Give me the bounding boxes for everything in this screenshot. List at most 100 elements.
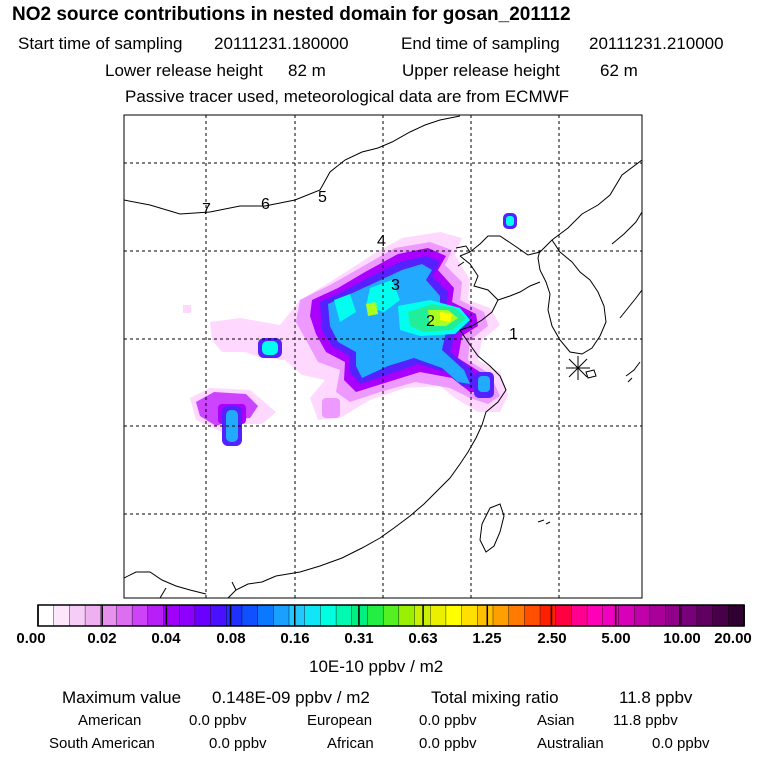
colorbar: [37, 604, 745, 627]
region-asian-label: Asian: [537, 712, 575, 729]
colorbar-swatch: [492, 604, 510, 627]
colorbar-label-6: 0.63: [408, 630, 438, 647]
colorbar-label-3: 0.08: [216, 630, 246, 647]
coast-korea-east: [611, 211, 642, 245]
end-time-value: 20111231.210000: [589, 34, 724, 53]
map-area: [124, 115, 642, 598]
coast-shandong: [497, 281, 541, 301]
colorbar-swatch: [241, 604, 259, 627]
upper-height-label: Upper release height: [402, 61, 560, 80]
colorbar-swatch: [649, 604, 667, 627]
region-african-label: African: [327, 735, 374, 752]
colorbar-major-ticks: [37, 605, 745, 626]
island-jeju: [585, 369, 597, 379]
lat-lon-grid: [124, 115, 642, 598]
page-title: NO2 source contributions in nested domai…: [12, 4, 571, 25]
end-time-label: End time of sampling: [401, 34, 560, 53]
region-australian-value: 0.0 ppbv: [652, 735, 710, 752]
total-mixing-label: Total mixing ratio: [431, 688, 559, 707]
colorbar-swatch: [555, 604, 573, 627]
coast-china: [275, 255, 507, 577]
colorbar-swatch: [696, 604, 714, 627]
colorbar-swatch: [351, 604, 369, 627]
plume-layer-9b: [366, 302, 378, 316]
coast-japan-2: [625, 361, 641, 383]
colorbar-swatch: [618, 604, 635, 627]
colorbar-swatch: [430, 604, 447, 627]
colorbar-swatch: [147, 604, 165, 627]
colorbar-label-5: 0.31: [344, 630, 374, 647]
colorbar-swatch: [69, 604, 86, 627]
marker-5: 5: [318, 189, 327, 206]
colorbar-swatch: [633, 604, 651, 627]
marker-4: 4: [377, 233, 386, 250]
map-frame: [123, 114, 643, 599]
marker-7: 7: [202, 201, 211, 218]
islands-east: [537, 519, 551, 525]
coast-japan-1: [619, 289, 642, 319]
colorbar-label-9: 5.00: [601, 630, 631, 647]
region-australian-label: Australian: [537, 735, 604, 752]
colorbar-swatch: [539, 604, 557, 627]
colorbar-swatch: [194, 604, 212, 627]
start-time-value: 20111231.180000: [214, 34, 349, 53]
colorbar-label-11: 20.00: [714, 630, 752, 647]
colorbar-swatch: [382, 604, 400, 627]
colorbar-swatch: [461, 604, 479, 627]
colorbar-swatch: [445, 604, 463, 627]
colorbar-swatch: [728, 604, 745, 627]
region-south-american-label: South American: [49, 735, 155, 752]
region-asian-value: 11.8 ppbv: [613, 712, 678, 729]
coast-south: [227, 575, 277, 598]
colorbar-swatch: [257, 604, 275, 627]
colorbar-unit: 10E-10 ppbv / m2: [309, 657, 444, 676]
marker-6: 6: [261, 196, 270, 213]
colorbar-swatch: [335, 604, 353, 627]
total-mixing-value: 11.8 ppbv: [619, 688, 693, 707]
colorbar-swatch: [100, 604, 118, 627]
colorbar-swatch: [37, 604, 55, 627]
region-african-value: 0.0 ppbv: [419, 735, 477, 752]
coast-korea: [537, 239, 607, 355]
island-taiwan: [479, 503, 505, 553]
colorbar-swatch: [131, 604, 149, 627]
concentration-plume: [183, 213, 517, 446]
colorbar-swatch: [712, 604, 730, 627]
colorbar-swatch: [602, 604, 620, 627]
colorbar-swatch: [524, 604, 541, 627]
colorbar-swatch: [288, 604, 306, 627]
colorbar-label-2: 0.04: [151, 630, 181, 647]
lower-height-label: Lower release height: [105, 61, 263, 80]
colorbar-swatch: [304, 604, 322, 627]
colorbar-swatch: [367, 604, 384, 627]
colorbar-swatch: [681, 604, 698, 627]
colorbar-label-10: 10.00: [663, 630, 701, 647]
colorbar-swatch: [273, 604, 290, 627]
region-european-label: European: [307, 712, 373, 729]
plume-blob-south: [322, 398, 340, 418]
plume-speck: [183, 305, 191, 313]
marker-1: 1: [509, 326, 518, 343]
colorbar-swatch: [84, 604, 102, 627]
colorbar-swatch: [116, 604, 133, 627]
plume-blob-se-core: [478, 376, 490, 392]
lower-height-value: 82 m: [288, 61, 326, 80]
region-american-value: 0.0 ppbv: [189, 712, 247, 729]
colorbar-swatch: [178, 604, 196, 627]
colorbar-swatch: [53, 604, 71, 627]
colorbar-label-7: 1.25: [472, 630, 502, 647]
tracer-note: Passive tracer used, meteorological data…: [125, 87, 570, 106]
colorbar-swatch: [226, 604, 243, 627]
colorbar-swatch: [210, 604, 228, 627]
colorbar-label-1: 0.02: [87, 630, 117, 647]
start-time-label: Start time of sampling: [18, 34, 183, 53]
plume-blob-west-core: [262, 341, 278, 355]
marker-2: 2: [426, 313, 435, 330]
region-american-label: American: [78, 712, 142, 729]
max-value-label: Maximum value: [62, 688, 182, 707]
border-north: [124, 115, 461, 215]
border-southwest: [124, 571, 207, 598]
colorbar-swatch: [477, 604, 494, 627]
region-european-value: 0.0 ppbv: [419, 712, 477, 729]
